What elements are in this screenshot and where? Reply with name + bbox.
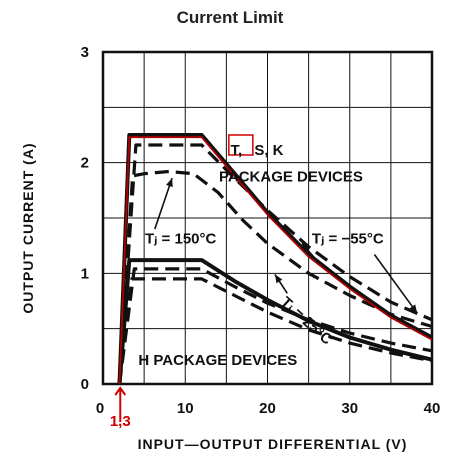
tsk-package-label: PACKAGE DEVICES xyxy=(219,168,363,185)
arrowhead-icon xyxy=(409,304,418,314)
series-line-6 xyxy=(117,277,433,385)
annotation-arrows xyxy=(154,177,418,314)
y-tick-label: 0 xyxy=(81,376,89,393)
tj-25-label: Tⱼ = 25°C xyxy=(277,294,335,349)
series-line-0 xyxy=(117,133,433,385)
series-line-5 xyxy=(117,267,433,385)
h-package-label: H PACKAGE DEVICES xyxy=(138,352,297,369)
grid xyxy=(103,52,432,384)
tsk-label-rest: S, K xyxy=(254,142,283,159)
tsk-label-mark: T, xyxy=(230,142,242,159)
arrowhead-icon xyxy=(302,243,311,253)
series-line-1 xyxy=(118,136,433,385)
x-tick-label: 30 xyxy=(341,400,358,417)
y-tick-label: 1 xyxy=(81,265,89,282)
x-tick-label: 40 xyxy=(424,400,441,417)
tj-minus55-label: Tⱼ = −55°C xyxy=(312,230,384,247)
y-axis-label: OUTPUT CURRENT (A) xyxy=(20,142,36,313)
chart-title: Current Limit xyxy=(176,8,284,27)
x-tick-label: 10 xyxy=(177,400,194,417)
series-line-3 xyxy=(117,169,433,385)
y-tick-label: 3 xyxy=(81,44,89,61)
tj-150-label: Tⱼ = 150°C xyxy=(145,230,217,247)
series-line-2 xyxy=(117,143,433,385)
arrow-line xyxy=(154,177,173,230)
x-tick-label: 0 xyxy=(96,400,104,417)
x-axis-label: INPUT—OUTPUT DIFFERENTIAL (V) xyxy=(138,436,408,452)
origin-arrow-icon xyxy=(114,386,127,422)
plot-frame xyxy=(101,50,434,386)
series-layer xyxy=(117,133,433,385)
y-tick-label: 2 xyxy=(81,155,89,172)
origin-marker-label: 1,3 xyxy=(110,413,131,430)
arrow-line xyxy=(373,254,418,314)
arrowhead-icon xyxy=(274,274,283,284)
arrowhead-icon xyxy=(166,178,173,188)
series-line-4 xyxy=(117,258,433,385)
x-tick-label: 20 xyxy=(259,400,276,417)
tsk-highlight-box xyxy=(228,134,254,156)
